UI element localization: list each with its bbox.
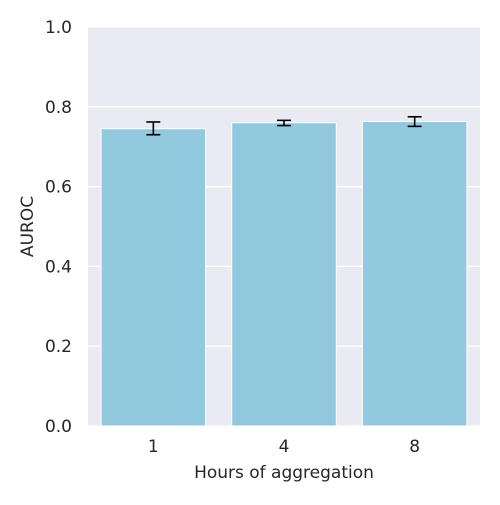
y-tick-label: 0.0	[45, 417, 72, 437]
x-axis-label: Hours of aggregation	[194, 463, 374, 483]
y-tick-label: 0.8	[45, 98, 72, 118]
y-tick-label: 0.6	[45, 178, 72, 198]
bars	[100, 121, 468, 427]
y-tick-label: 0.2	[45, 337, 72, 357]
y-tick-labels: 0.0 0.2 0.4 0.6 0.8 1.0	[45, 18, 72, 437]
x-tick-label: 4	[279, 437, 290, 457]
y-tick-label: 0.4	[45, 257, 72, 277]
bar	[231, 122, 337, 427]
error-bars	[146, 115, 422, 136]
bar	[100, 128, 207, 427]
y-axis-label: AUROC	[18, 196, 38, 257]
x-tick-labels: 1 4 8	[148, 437, 420, 457]
y-tick-label: 1.0	[45, 18, 72, 38]
x-tick-label: 8	[409, 437, 420, 457]
x-tick-label: 1	[148, 437, 159, 457]
bar	[361, 121, 468, 427]
